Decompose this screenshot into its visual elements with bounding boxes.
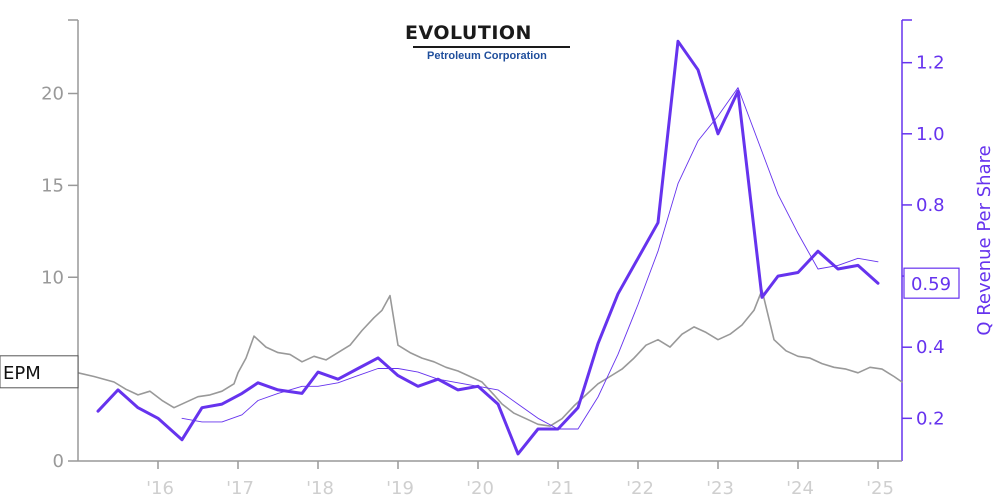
price-line xyxy=(77,289,903,427)
left-axis: 05101520 xyxy=(41,19,79,472)
x-axis-tick-label: '21 xyxy=(546,478,574,499)
x-axis-tick-label: '18 xyxy=(306,478,334,499)
logo-divider xyxy=(413,46,570,48)
ticker-box xyxy=(0,355,79,389)
x-axis-tick-label: '23 xyxy=(706,478,734,499)
left-axis-tick-label: 20 xyxy=(41,84,64,105)
right-axis-tick-label: 0.2 xyxy=(916,408,945,429)
right-axis-tick-label: 1.0 xyxy=(916,124,945,145)
left-axis-tick-label: 15 xyxy=(41,175,64,196)
revenue-per-share-line xyxy=(96,39,880,456)
left-axis-tick-label: 0 xyxy=(53,451,64,472)
x-axis-tick-label: '19 xyxy=(386,478,414,499)
annotations: EPM 0.59 xyxy=(0,267,960,389)
x-axis-tick-label: '16 xyxy=(146,478,174,499)
x-axis-tick-label: '17 xyxy=(226,478,254,499)
right-axis-tick-label: 0.4 xyxy=(916,337,945,358)
right-axis-tick-label: 1.2 xyxy=(916,53,945,74)
x-axis-tick-label: '25 xyxy=(866,478,894,499)
left-axis-tick-label: 10 xyxy=(41,267,64,288)
current-value-box xyxy=(903,267,960,299)
ticker-label: EPM xyxy=(3,363,41,384)
x-axis-tick-label: '24 xyxy=(786,478,814,499)
right-axis-tick-label: 0.8 xyxy=(916,195,945,216)
plot-lines xyxy=(77,39,903,456)
revenue-trailing-average-line xyxy=(181,87,879,430)
current-value-label: 0.59 xyxy=(911,274,951,295)
x-axis: '16 '17 '18 '19 '20 '21 '22 '23 '24 '25 xyxy=(78,460,902,499)
right-axis-label: Q Revenue Per Share xyxy=(974,145,995,335)
logo-wordmark: EVOLUTION xyxy=(405,22,532,44)
right-axis: 0.20.40.60.81.01.2Q Revenue Per Share xyxy=(901,19,995,461)
logo-subtitle: Petroleum Corporation xyxy=(427,50,547,62)
x-axis-tick-label: '22 xyxy=(626,478,654,499)
x-axis-tick-label: '20 xyxy=(466,478,494,499)
company-logo: EVOLUTION Petroleum Corporation xyxy=(405,22,575,66)
